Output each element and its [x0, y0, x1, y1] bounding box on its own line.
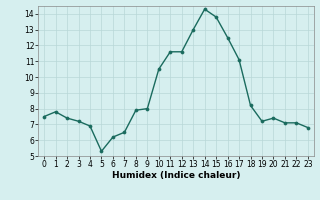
X-axis label: Humidex (Indice chaleur): Humidex (Indice chaleur)	[112, 171, 240, 180]
